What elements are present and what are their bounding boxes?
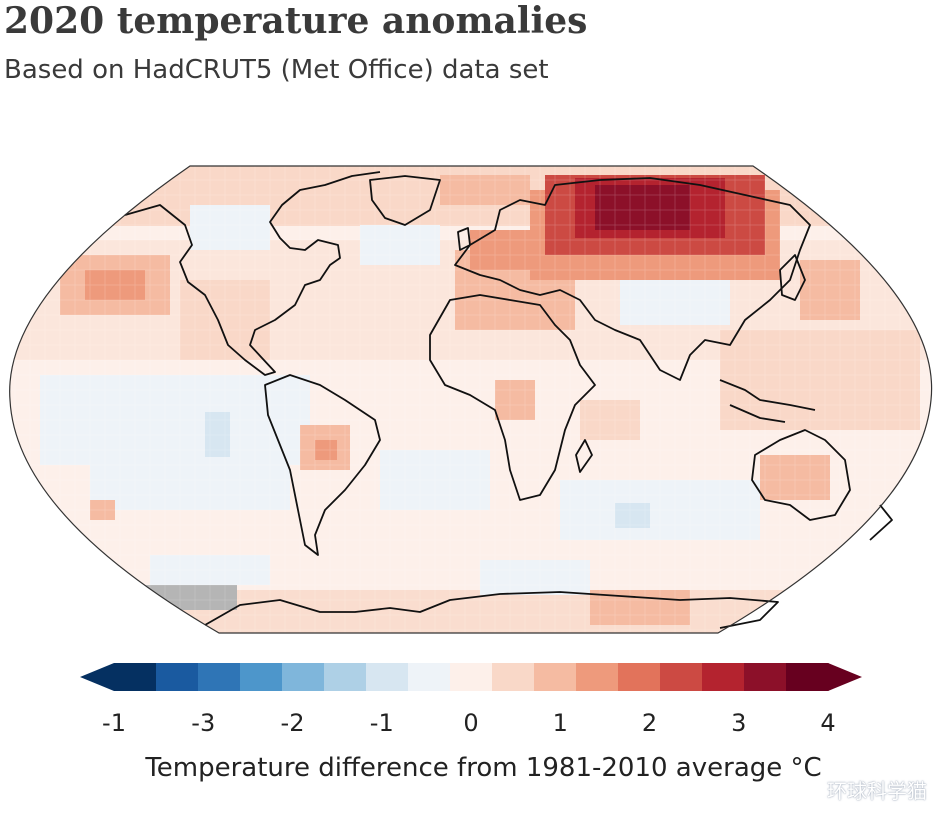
chart-subtitle: Based on HadCRUT5 (Met Office) data set — [4, 55, 549, 85]
legend-color-cell — [744, 663, 787, 691]
chart-title: 2020 temperature anomalies — [4, 0, 588, 42]
legend-tick-label: 2 — [642, 709, 657, 737]
legend-color-cell — [534, 663, 577, 691]
legend-tick-label: 3 — [731, 709, 746, 737]
legend-title: Temperature difference from 1981-2010 av… — [145, 753, 822, 783]
legend-color-cell — [450, 663, 493, 691]
coast-indonesia — [719, 379, 816, 423]
legend-color-cell — [408, 663, 451, 691]
legend-tick-label: 0 — [463, 709, 478, 737]
coast-north-america — [124, 171, 381, 376]
legend-color-cell — [114, 663, 157, 691]
legend-tick-label: -1 — [102, 709, 126, 737]
legend-color-cell — [576, 663, 619, 691]
legend-color-cell — [492, 663, 535, 691]
watermark-text: 环球科学猫 — [827, 779, 927, 803]
legend-tick-label: -2 — [281, 709, 305, 737]
legend-tick-label: -1 — [370, 709, 394, 737]
coast-new-zealand — [869, 504, 893, 541]
coastlines — [124, 171, 893, 629]
coast-madagascar — [575, 439, 593, 473]
legend-color-cell — [282, 663, 325, 691]
coast-south-america — [264, 374, 381, 556]
legend-tick-label: 4 — [820, 709, 835, 737]
coast-japan — [779, 254, 806, 301]
legend-color-cell — [618, 663, 661, 691]
legend-tick-label: 1 — [553, 709, 568, 737]
coast-greenland — [369, 175, 441, 226]
coast-australia — [751, 429, 851, 521]
coast-uk — [457, 227, 471, 251]
legend-color-cell — [324, 663, 367, 691]
legend-color-cell — [702, 663, 745, 691]
legend-color-cell — [198, 663, 241, 691]
legend-color-cell — [786, 663, 829, 691]
legend-color-cell — [240, 663, 283, 691]
coast-antarctica — [204, 591, 779, 629]
legend-color-cell — [660, 663, 703, 691]
coast-africa-europe — [429, 294, 596, 501]
legend-color-cell — [366, 663, 409, 691]
legend-color-cell — [156, 663, 199, 691]
legend-arrow-right — [828, 663, 862, 691]
legend-colorbar — [80, 663, 862, 691]
legend-arrow-left — [80, 663, 114, 691]
legend-tick-label: -3 — [191, 709, 215, 737]
coast-eurasia — [454, 177, 811, 381]
globe-outline — [9, 165, 933, 634]
